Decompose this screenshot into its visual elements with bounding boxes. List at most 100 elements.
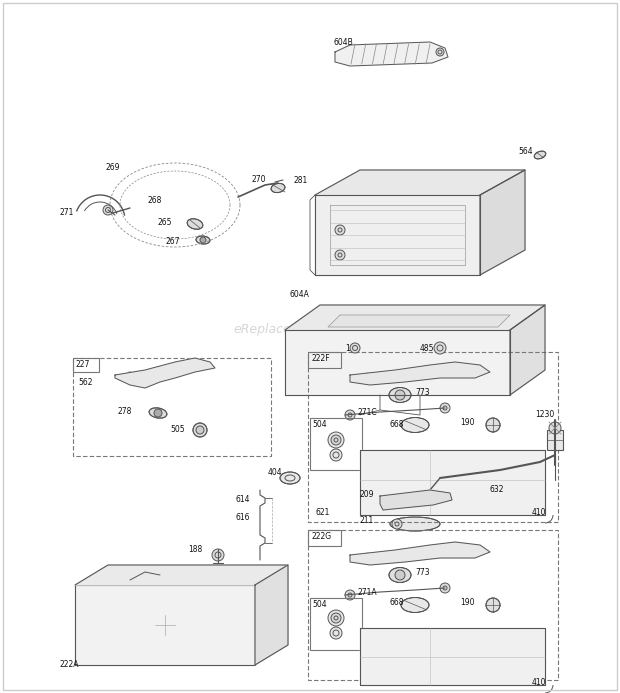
Text: 209: 209 <box>360 490 374 499</box>
Bar <box>308 352 341 368</box>
Ellipse shape <box>389 568 411 583</box>
Circle shape <box>196 426 204 434</box>
Text: 227: 227 <box>75 360 89 369</box>
Text: 269: 269 <box>105 163 120 172</box>
Circle shape <box>363 553 373 563</box>
Circle shape <box>440 403 450 413</box>
Circle shape <box>434 342 446 354</box>
Polygon shape <box>75 565 288 585</box>
Text: 604B: 604B <box>333 38 353 47</box>
Polygon shape <box>360 450 545 515</box>
Ellipse shape <box>390 517 440 531</box>
Ellipse shape <box>271 184 285 193</box>
Polygon shape <box>335 42 448 66</box>
Text: 1230: 1230 <box>535 410 554 419</box>
Text: 410: 410 <box>532 508 546 517</box>
Circle shape <box>374 667 386 679</box>
Circle shape <box>331 435 341 445</box>
Ellipse shape <box>389 387 411 403</box>
Circle shape <box>345 590 355 600</box>
Polygon shape <box>315 195 480 275</box>
Circle shape <box>392 519 402 529</box>
Text: 188: 188 <box>188 545 202 554</box>
Circle shape <box>436 48 444 56</box>
Bar <box>308 530 341 546</box>
Circle shape <box>200 237 206 243</box>
Circle shape <box>519 667 531 679</box>
Text: 504: 504 <box>312 420 327 429</box>
Text: 773: 773 <box>415 568 430 577</box>
Circle shape <box>486 418 500 432</box>
Circle shape <box>216 601 234 619</box>
Polygon shape <box>360 628 545 685</box>
Text: 265: 265 <box>158 218 172 227</box>
Circle shape <box>330 627 342 639</box>
Text: 604A: 604A <box>290 290 310 299</box>
Text: 564: 564 <box>518 147 533 156</box>
Circle shape <box>96 601 114 619</box>
Circle shape <box>350 343 360 353</box>
Circle shape <box>328 432 344 448</box>
Circle shape <box>519 494 531 506</box>
Text: 278: 278 <box>118 407 133 416</box>
Text: 410: 410 <box>532 678 546 687</box>
Text: 485: 485 <box>420 344 435 353</box>
Circle shape <box>345 410 355 420</box>
Circle shape <box>103 205 113 215</box>
Circle shape <box>440 583 450 593</box>
Text: 270: 270 <box>252 175 267 184</box>
Bar <box>73 358 99 372</box>
Text: 668: 668 <box>390 598 404 607</box>
Circle shape <box>517 459 533 475</box>
Text: 222F: 222F <box>311 354 330 363</box>
Polygon shape <box>350 542 490 565</box>
Circle shape <box>328 610 344 626</box>
Circle shape <box>250 580 260 590</box>
Text: 505: 505 <box>170 425 185 434</box>
Polygon shape <box>285 305 545 330</box>
Text: 1138: 1138 <box>415 548 434 557</box>
Circle shape <box>96 636 114 654</box>
Ellipse shape <box>401 597 429 613</box>
Text: 773: 773 <box>415 388 430 397</box>
Circle shape <box>216 636 234 654</box>
Polygon shape <box>285 330 510 395</box>
Bar <box>73 358 271 456</box>
Circle shape <box>141 568 149 576</box>
Bar <box>310 418 362 470</box>
Polygon shape <box>115 358 215 388</box>
Circle shape <box>193 423 207 437</box>
Circle shape <box>154 409 162 417</box>
Circle shape <box>517 637 533 653</box>
Polygon shape <box>350 362 490 385</box>
Ellipse shape <box>196 236 210 244</box>
Text: 1: 1 <box>345 344 350 353</box>
Polygon shape <box>480 170 525 275</box>
Bar <box>310 598 362 650</box>
Ellipse shape <box>401 417 429 432</box>
Text: 271C: 271C <box>358 408 378 417</box>
Circle shape <box>374 494 386 506</box>
Circle shape <box>126 372 134 380</box>
Text: 632: 632 <box>490 485 505 494</box>
Circle shape <box>330 449 342 461</box>
Polygon shape <box>510 305 545 395</box>
Polygon shape <box>380 490 452 510</box>
Polygon shape <box>328 315 510 327</box>
Text: 668: 668 <box>390 420 404 429</box>
Circle shape <box>486 598 500 612</box>
Text: 404: 404 <box>268 468 283 477</box>
Text: 614: 614 <box>235 495 249 504</box>
Text: 271: 271 <box>60 208 74 217</box>
Text: 222A: 222A <box>60 660 79 669</box>
Bar <box>547 430 563 450</box>
Circle shape <box>549 422 561 434</box>
Polygon shape <box>75 585 255 665</box>
Bar <box>308 530 558 680</box>
Text: 190: 190 <box>460 418 474 427</box>
Text: 190: 190 <box>460 598 474 607</box>
Text: 616: 616 <box>235 513 249 522</box>
Circle shape <box>335 225 345 235</box>
Circle shape <box>395 570 405 580</box>
Text: 504: 504 <box>312 600 327 609</box>
